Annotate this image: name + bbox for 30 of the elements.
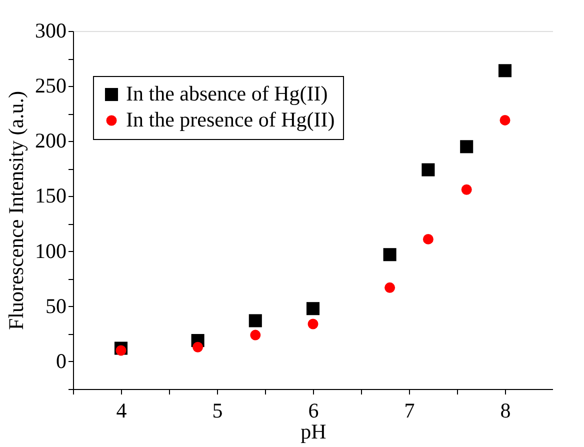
point bbox=[250, 330, 261, 340]
point bbox=[248, 314, 262, 328]
x-tick-label: 6 bbox=[308, 398, 319, 422]
x-tick-label: 7 bbox=[404, 398, 415, 422]
point bbox=[422, 234, 434, 244]
x-tick-label: 8 bbox=[500, 398, 511, 422]
point bbox=[306, 302, 320, 316]
point bbox=[460, 140, 474, 154]
point bbox=[498, 64, 512, 78]
x-tick-label: 5 bbox=[212, 398, 223, 422]
x-tick-label: 4 bbox=[116, 398, 128, 422]
y-tick-label: 100 bbox=[35, 238, 66, 263]
y-axis-title: Fluorescence Intensity (a.u.) bbox=[4, 90, 28, 330]
point bbox=[308, 318, 318, 330]
x-axis-title: pH bbox=[300, 420, 326, 444]
legend-label: In the absence of Hg(II) bbox=[126, 82, 328, 106]
point bbox=[500, 114, 510, 126]
y-tick-label: 200 bbox=[35, 128, 66, 153]
y-tick-label: 250 bbox=[35, 74, 66, 98]
y-tick-label: 300 bbox=[35, 18, 66, 42]
y-tick-label: 0 bbox=[56, 348, 66, 373]
y-tick-label: 150 bbox=[35, 184, 66, 208]
point bbox=[461, 184, 472, 195]
point bbox=[422, 163, 435, 176]
y-tick-label: 50 bbox=[46, 294, 66, 318]
point bbox=[192, 342, 204, 352]
legend-label: In the presence of Hg(II) bbox=[126, 108, 335, 132]
point bbox=[116, 345, 126, 356]
point bbox=[383, 248, 396, 262]
point bbox=[384, 282, 396, 293]
